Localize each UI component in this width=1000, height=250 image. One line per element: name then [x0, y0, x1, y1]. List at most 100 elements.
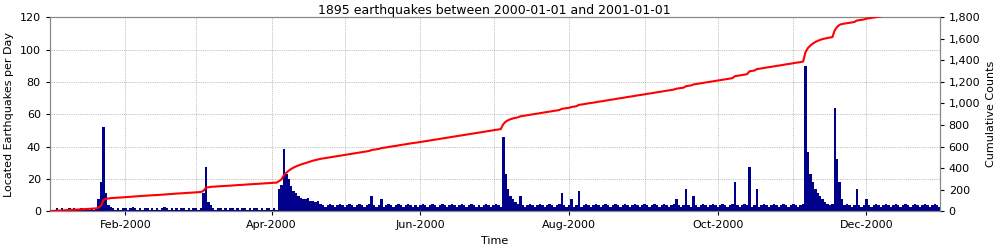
Bar — [853, 205, 856, 211]
Bar — [468, 205, 470, 211]
Bar — [102, 127, 105, 211]
Bar — [132, 207, 134, 211]
Bar — [863, 205, 865, 211]
Bar — [680, 207, 682, 211]
Bar — [314, 202, 317, 211]
Bar — [439, 205, 441, 211]
Bar — [919, 207, 921, 211]
Bar — [500, 207, 502, 211]
Bar — [492, 205, 495, 211]
Bar — [712, 204, 714, 211]
Bar — [73, 208, 75, 211]
Bar — [241, 208, 244, 211]
Bar — [51, 210, 54, 211]
Bar — [838, 182, 841, 211]
Bar — [80, 208, 83, 211]
Bar — [678, 205, 680, 211]
Bar — [319, 204, 322, 211]
Bar — [624, 204, 626, 211]
Bar — [768, 207, 770, 211]
Bar — [224, 208, 227, 211]
Bar — [71, 210, 73, 211]
Bar — [285, 174, 288, 211]
Bar — [317, 201, 319, 211]
Bar — [256, 208, 258, 211]
Bar — [483, 205, 485, 211]
Bar — [592, 205, 595, 211]
Bar — [926, 205, 929, 211]
Bar — [302, 200, 305, 211]
Bar — [746, 205, 748, 211]
Bar — [529, 204, 531, 211]
Bar — [390, 205, 392, 211]
Bar — [129, 208, 132, 211]
Bar — [661, 205, 663, 211]
Bar — [444, 205, 446, 211]
Bar — [134, 208, 136, 211]
Bar — [119, 210, 122, 211]
Bar — [519, 196, 522, 211]
Bar — [451, 204, 453, 211]
Bar — [814, 189, 817, 211]
Bar — [934, 204, 936, 211]
Bar — [144, 208, 146, 211]
Bar — [297, 196, 300, 211]
Bar — [463, 205, 465, 211]
Bar — [424, 205, 426, 211]
Bar — [809, 174, 812, 211]
Bar — [546, 205, 548, 211]
Bar — [914, 204, 916, 211]
Bar — [122, 208, 124, 211]
Bar — [931, 205, 934, 211]
Bar — [743, 204, 746, 211]
Bar — [600, 207, 602, 211]
Bar — [188, 208, 190, 211]
Bar — [868, 205, 870, 211]
Bar — [902, 205, 904, 211]
Bar — [280, 184, 283, 211]
Bar — [843, 205, 846, 211]
Bar — [117, 208, 119, 211]
Bar — [161, 208, 163, 211]
Bar — [480, 207, 483, 211]
Bar — [400, 205, 402, 211]
Title: 1895 earthquakes between 2000-01-01 and 2001-01-01: 1895 earthquakes between 2000-01-01 and … — [318, 4, 671, 17]
Bar — [885, 204, 887, 211]
Bar — [456, 207, 458, 211]
Bar — [612, 205, 614, 211]
Bar — [151, 208, 153, 211]
Bar — [551, 205, 553, 211]
Bar — [907, 205, 909, 211]
Bar — [168, 210, 171, 211]
Bar — [75, 210, 78, 211]
Bar — [114, 210, 117, 211]
Bar — [709, 205, 712, 211]
Bar — [392, 207, 395, 211]
Bar — [741, 205, 743, 211]
Bar — [673, 204, 675, 211]
Bar — [183, 208, 185, 211]
Bar — [646, 205, 648, 211]
Bar — [726, 207, 729, 211]
Bar — [585, 204, 587, 211]
Bar — [658, 207, 661, 211]
Bar — [331, 205, 334, 211]
Bar — [622, 205, 624, 211]
Bar — [824, 202, 826, 211]
Bar — [807, 152, 809, 211]
Bar — [721, 204, 724, 211]
Bar — [870, 207, 873, 211]
Bar — [775, 205, 778, 211]
Bar — [558, 204, 561, 211]
Bar — [668, 207, 670, 211]
Bar — [544, 207, 546, 211]
Bar — [441, 204, 444, 211]
Bar — [61, 208, 63, 211]
Bar — [251, 210, 253, 211]
Bar — [895, 204, 897, 211]
Bar — [268, 208, 270, 211]
Bar — [307, 198, 309, 211]
Bar — [90, 208, 93, 211]
Bar — [217, 208, 219, 211]
Bar — [541, 205, 544, 211]
